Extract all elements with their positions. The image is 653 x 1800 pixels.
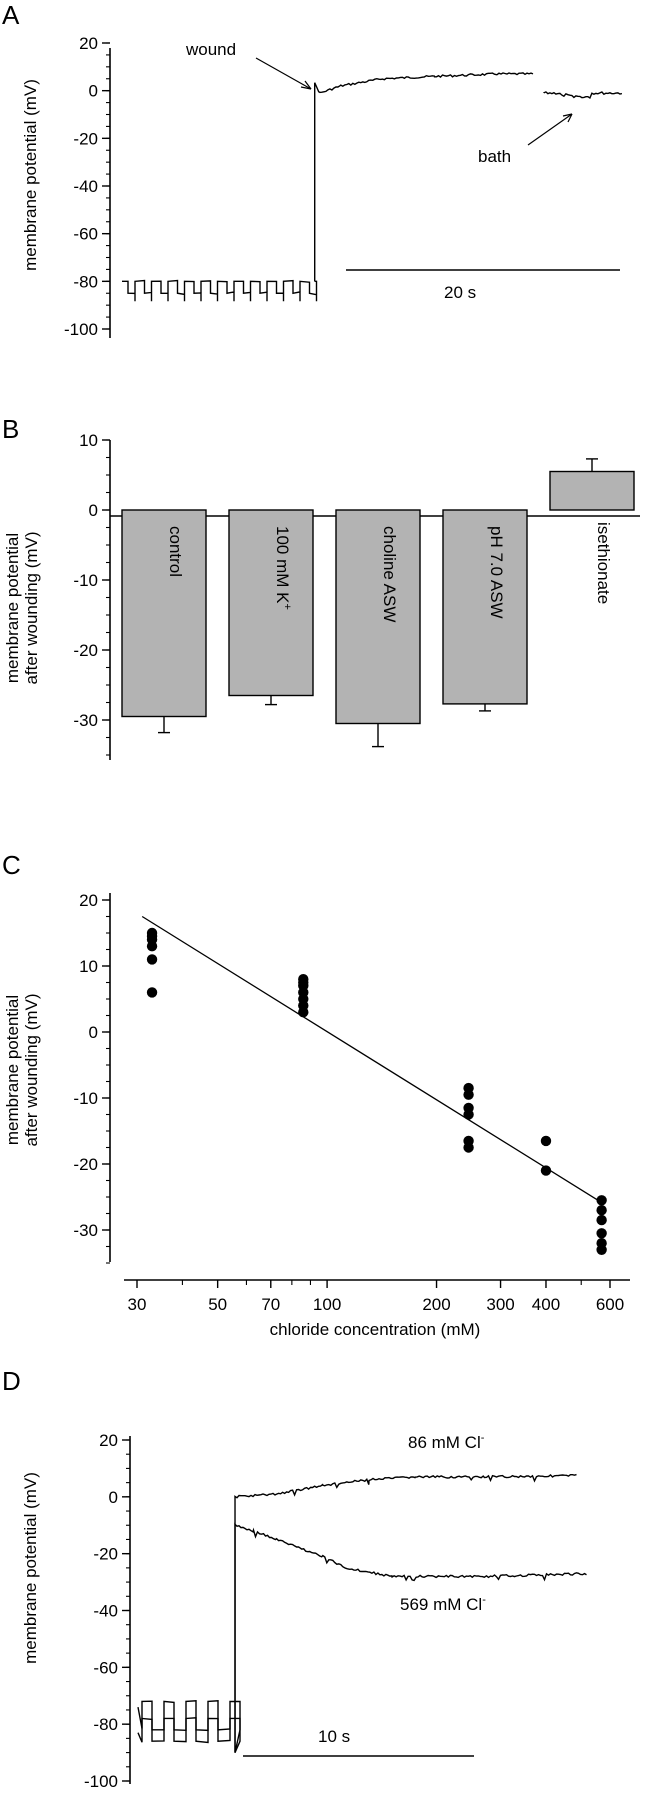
panel-c-y-tick-label: -30 [73,1221,98,1240]
panel-b-y-tick-label: 10 [79,431,98,450]
bar-label-3: pH 7.0 ASW [487,526,506,619]
panel-b-ylabel-line2: after wounding (mV) [22,531,41,684]
panel-a-y-tick-label: -80 [73,272,98,291]
data-point [596,1214,607,1226]
data-point [146,954,158,965]
panel-d-y-tick-label: -80 [93,1715,118,1734]
panel-c-y-tick-label: 10 [79,957,98,976]
data-point [463,1142,474,1153]
panel-a-wound-label: wound [185,40,236,59]
panel-d-ylabel: membrane potential (mV) [21,1472,40,1664]
panel-b-y-tick-label: 0 [89,501,98,520]
data-point [298,1007,309,1018]
panel-c-points [146,927,607,1256]
bar-3 [442,509,528,705]
panel-c-x-tick-label: 70 [261,1295,280,1314]
panel-c: C membrane potential after wounding (mV)… [2,850,630,1339]
data-point [298,977,309,988]
panel-d-y-tick-label: -40 [93,1602,118,1621]
panel-a-y-tick-label: -20 [73,129,98,148]
panel-c-x-tick-label: 50 [208,1295,227,1314]
panel-c-x-tick-label: 30 [128,1295,147,1314]
panel-d: D membrane potential (mV) 20 0 -20 -40 -60 -8… [2,1366,587,1791]
panel-a-y-ticks: 20 0 -20 -40 -60 -80 -100 [64,34,110,339]
panel-a-bath-label: bath [478,147,511,166]
panel-a-y-tick-label: -60 [73,225,98,244]
panel-c-x-tick-label: 600 [596,1295,624,1314]
panel-a-trace-after-wound [314,72,534,282]
panel-c-ylabel-line2: after wounding (mV) [22,993,41,1146]
bar-2 [335,509,421,725]
panel-c-x-tick-label: 200 [422,1295,450,1314]
panel-b-y-tick-label: -30 [73,711,98,730]
panel-d-y-tick-label: 20 [99,1431,118,1450]
data-point [146,987,158,998]
data-point [540,1135,552,1147]
panel-label-b: B [2,414,19,444]
bar-label-4: isethionate [594,522,613,604]
panel-a-wound-arrow [255,57,312,90]
panel-d-y-tick-label: -60 [93,1658,118,1677]
bar-1 [228,509,314,697]
data-point [463,1109,474,1120]
panel-c-x-tick-label: 400 [532,1295,560,1314]
panel-b-y-ticks: 10 0 -10 -20 -30 [73,431,110,756]
data-point [596,1228,607,1239]
bar-label-1: 100 mM K+ [273,526,293,610]
panel-b-y-tick-label: -10 [73,571,98,590]
panel-d-label-86: 86 mM Cl- [408,1432,485,1452]
panel-c-y-ticks: 20 10 0 -10 -20 -30 [73,891,110,1264]
panel-d-y-tick-label: 0 [109,1488,118,1507]
panel-c-y-tick-label: 20 [79,891,98,910]
data-point [540,1165,552,1176]
data-point [596,1205,607,1216]
panel-c-x-tick-label: 100 [313,1295,341,1314]
panel-c-x-ticks: 30 50 70 100 200 300 400 600 [128,1280,624,1314]
panel-b-ylabel-line1: membrane potential [3,533,22,683]
panel-c-y-tick-label: 0 [89,1023,98,1042]
bar-0 [121,509,207,718]
panel-label-a: A [2,0,20,30]
panel-d-y-ticks: 20 0 -20 -40 -60 -80 -100 [84,1431,130,1791]
panel-c-y-tick-label: -10 [73,1089,98,1108]
bar-4 [549,470,635,511]
panel-c-ylabel-line1: membrane potential [3,995,22,1145]
panel-a-ylabel: membrane potential (mV) [21,79,40,271]
panel-a-y-tick-label: -100 [64,320,98,339]
panel-c-x-tick-label: 300 [486,1295,514,1314]
panel-a-bath-arrow [527,113,573,146]
panel-d-scale-label: 10 s [318,1727,350,1746]
panel-c-fit-line [141,915,604,1205]
data-point [146,931,158,942]
panel-a-scale-label: 20 s [444,283,476,302]
arrowhead-icon [562,113,573,123]
data-point [463,1089,474,1100]
panel-b: B membrane potential after wounding (mV)… [2,414,640,760]
panel-a-y-tick-label: 20 [79,34,98,53]
panel-d-label-569: 569 mM Cl- [400,1594,486,1614]
panel-a-trace-bath [543,91,623,100]
panel-d-y-tick-label: -20 [93,1545,118,1564]
panel-label-d: D [2,1366,21,1396]
panel-c-xlabel: chloride concentration (mM) [270,1320,481,1339]
panel-label-c: C [2,850,21,880]
bar-label-superscript: + [281,603,293,609]
panel-c-y-tick-label: -20 [73,1155,98,1174]
panel-d-trace-569mM [137,1522,587,1753]
panel-a-y-tick-label: -40 [73,177,98,196]
data-point [146,941,158,952]
bar-label-0: control [166,526,185,577]
data-point [596,1244,607,1256]
panel-d-trace-86mM [137,1473,577,1753]
bar-label-2: choline ASW [380,526,399,622]
panel-a-y-tick-label: 0 [89,82,98,101]
arrowhead-icon [300,80,312,90]
panel-a-trace-pre-wound [121,279,318,302]
panel-a: A membrane potential (mV) 20 0 -20 -40 -60 -8… [2,0,623,339]
panel-d-y-tick-label: -100 [84,1772,118,1791]
data-point [596,1195,607,1206]
panel-b-y-tick-label: -20 [73,641,98,660]
panel-b-bars: control 100 mM K+ choline ASW pH 7.0 ASW ise… [121,458,635,748]
